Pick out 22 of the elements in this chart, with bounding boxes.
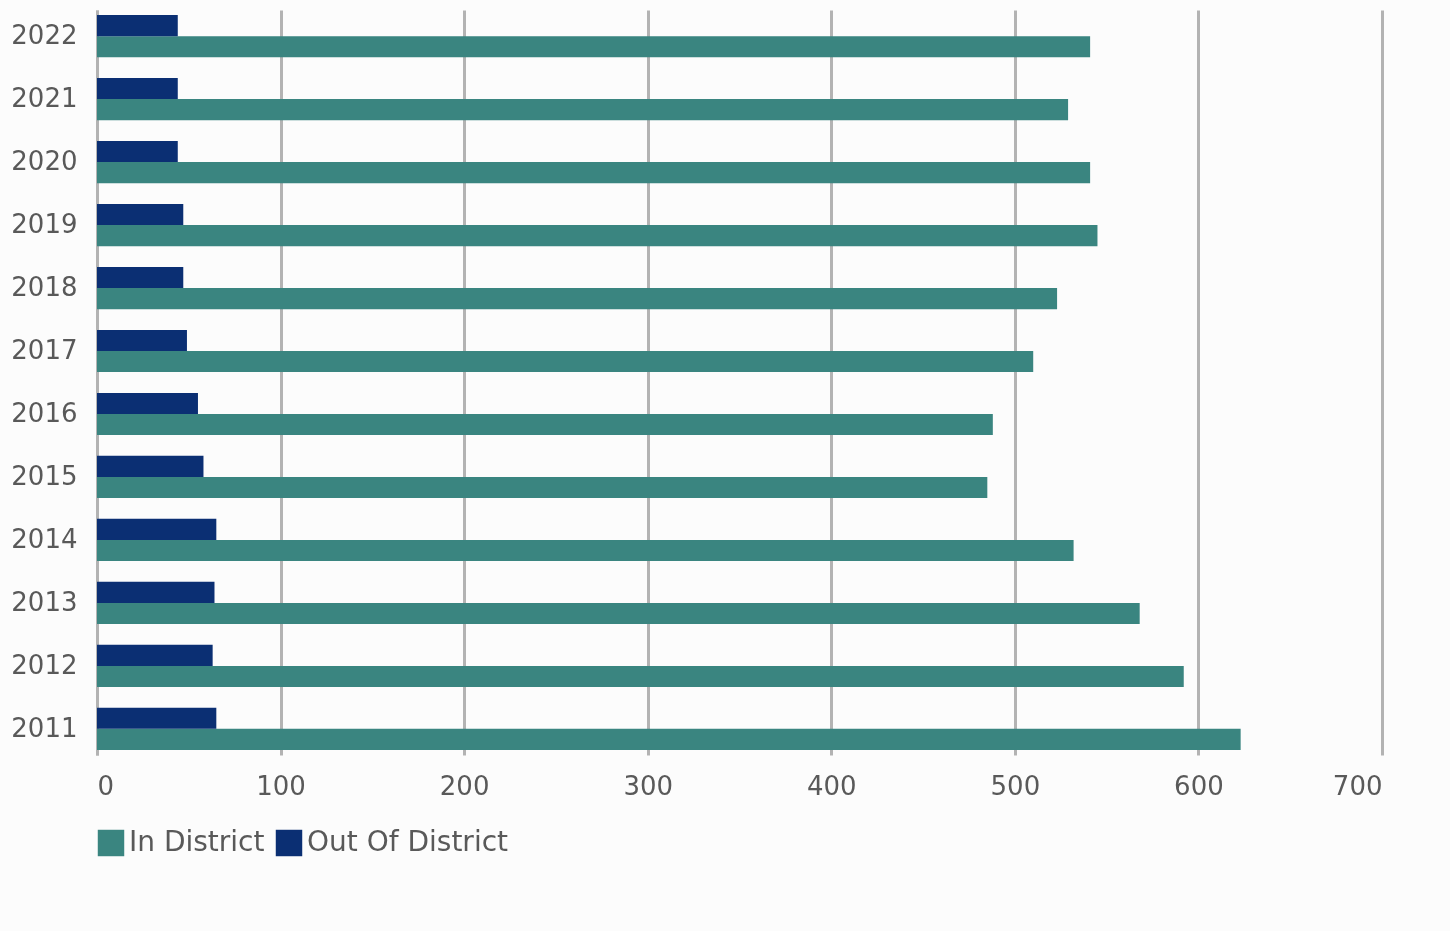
y-tick-label: 2011 — [11, 712, 78, 743]
y-tick-label: 2012 — [11, 649, 78, 680]
x-tick-label: 0 — [97, 770, 115, 801]
y-tick-label: 2015 — [11, 460, 78, 491]
y-tick-label: 2022 — [11, 20, 78, 51]
x-tick-label: 100 — [256, 770, 306, 801]
x-tick-label: 300 — [623, 770, 674, 801]
y-tick-label: 2013 — [11, 586, 78, 617]
legend-label: In District — [129, 825, 265, 858]
x-tick-label: 200 — [439, 770, 490, 801]
y-tick-label: 2020 — [11, 146, 78, 177]
y-tick-label: 2018 — [11, 272, 78, 303]
y-tick-label: 2021 — [11, 83, 78, 114]
y-tick-label: 2019 — [11, 209, 78, 240]
y-tick-label: 2017 — [11, 335, 78, 366]
x-tick-label: 600 — [1174, 770, 1224, 801]
x-tick-label: 400 — [806, 770, 857, 801]
x-tick-label: 500 — [990, 770, 1041, 801]
y-tick-label: 2014 — [11, 523, 78, 554]
y-tick-label: 2016 — [11, 397, 78, 428]
legend-label: Out Of District — [307, 825, 509, 858]
x-tick-label: 700 — [1332, 770, 1383, 801]
